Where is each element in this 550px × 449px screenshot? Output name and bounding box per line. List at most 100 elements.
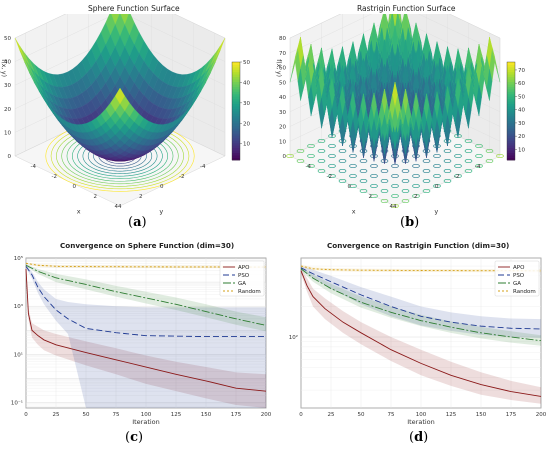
- contour-cell: [443, 149, 452, 154]
- colorbar-segment: [232, 123, 240, 127]
- colorbar-segment: [507, 118, 515, 122]
- x-tick-label: -2: [327, 174, 332, 180]
- colorbar-segment: [232, 155, 240, 158]
- colorbar-tick-label: 10: [243, 142, 250, 148]
- z-tick-label: 40: [4, 60, 11, 66]
- colorbar-segment: [232, 113, 240, 117]
- contour-cell: [485, 149, 494, 154]
- contour-cell: [454, 174, 462, 179]
- z-tick-label: 10: [4, 130, 11, 136]
- colorbar-segment: [232, 64, 240, 68]
- contour-cell: [401, 179, 410, 184]
- colorbar-segment: [507, 81, 515, 85]
- x-tick-label: -4: [31, 164, 37, 170]
- colorbar-segment: [507, 86, 515, 90]
- colorbar-segment: [232, 71, 240, 75]
- y-tick-label: 10³: [14, 303, 23, 310]
- colorbar-segment: [507, 91, 515, 95]
- subfigure-label: (a): [128, 215, 147, 230]
- contour-cell: [370, 164, 378, 169]
- colorbar-segment: [232, 93, 240, 97]
- contour-cell: [391, 194, 399, 199]
- contour-cell: [370, 174, 378, 179]
- legend-label: GA: [513, 281, 521, 287]
- y-tick-label: 2: [139, 194, 143, 200]
- colorbar-segment: [232, 157, 240, 161]
- z-tick-label: 70: [279, 51, 286, 57]
- series-line: [25, 268, 267, 392]
- colorbar-frame: [506, 61, 516, 161]
- colorbar-segment: [232, 120, 240, 124]
- contour-cell: [349, 154, 357, 159]
- colorbar-tick-label: 70: [518, 68, 525, 74]
- panel-c: Convergence on Sphere Function (dim=30) …: [0, 236, 275, 449]
- colorbar-segment: [232, 62, 240, 65]
- contour-cell: [317, 139, 326, 144]
- legend-box: [494, 260, 540, 297]
- subfigure-label: (c): [125, 430, 144, 445]
- legend-label: APO: [238, 265, 250, 271]
- contour-cell: [443, 179, 452, 184]
- contour-cell: [475, 144, 483, 149]
- confidence-band: [301, 266, 541, 338]
- z-tick-label: 0: [8, 154, 12, 160]
- colorbar-segment: [507, 142, 515, 146]
- z-tick-label: 80: [279, 36, 286, 42]
- contour-cell: [307, 154, 315, 159]
- contour-cell: [370, 184, 378, 189]
- panel-d: Convergence on Rastrigin Function (dim=3…: [275, 236, 550, 449]
- contour-cell: [380, 189, 389, 194]
- colorbar-segment: [232, 81, 240, 85]
- colorbar-segment: [232, 111, 240, 114]
- x-tick-label: 4: [390, 204, 394, 210]
- contour-cell: [496, 154, 504, 159]
- contour-cell: [454, 154, 462, 159]
- colorbar-segment: [507, 62, 515, 65]
- colorbar-segment: [232, 84, 240, 87]
- z-tick-label: 0: [283, 154, 287, 160]
- colorbar-segment: [507, 137, 515, 141]
- z-tick-label: 60: [279, 66, 286, 72]
- contour-cell: [464, 159, 473, 164]
- series-line: [300, 268, 542, 342]
- x-tick-label: 200: [261, 412, 272, 418]
- gridline: [289, 14, 501, 39]
- x-tick-label: 150: [476, 412, 487, 418]
- colorbar-segment: [232, 145, 240, 149]
- legend-label: Random: [238, 289, 261, 295]
- colorbar-segment: [507, 101, 515, 105]
- contour-cell: [464, 149, 473, 154]
- colorbar-segment: [507, 93, 515, 97]
- chart-title: Convergence on Rastrigin Function (dim=3…: [327, 241, 510, 250]
- y-tick-label: 10¹: [14, 351, 23, 358]
- colorbar-segment: [232, 79, 240, 82]
- colorbar-segment: [507, 84, 515, 87]
- contour-cell: [338, 149, 347, 154]
- x-axis-label: x: [77, 208, 81, 216]
- colorbar-segment: [232, 108, 240, 112]
- contour-cell: [464, 139, 473, 144]
- series-line: [300, 270, 542, 397]
- x-tick-label: 175: [231, 412, 242, 418]
- contour-cell: [359, 179, 368, 184]
- confidence-band: [26, 265, 266, 408]
- contour-cell: [307, 144, 315, 149]
- contour-cell: [328, 164, 336, 169]
- x-tick-label: 4: [115, 204, 119, 210]
- surface-patch: [115, 87, 125, 105]
- colorbar-segment: [507, 108, 515, 112]
- contour-cell: [391, 184, 399, 189]
- colorbar-segment: [507, 69, 515, 73]
- x-tick-label: 125: [446, 412, 457, 418]
- contour-cell: [485, 159, 494, 164]
- contour-cell: [296, 159, 305, 164]
- confidence-band: [26, 264, 266, 332]
- colorbar-segment: [507, 76, 515, 80]
- colorbar-tick-label: 40: [518, 108, 525, 114]
- colorbar-tick-label: 10: [518, 147, 525, 153]
- colorbar-segment: [507, 79, 515, 82]
- colorbar-tick-label: 20: [243, 121, 250, 127]
- colorbar-segment: [507, 98, 515, 102]
- y-tick-label: 0: [435, 184, 439, 190]
- contour-cell: [380, 169, 389, 174]
